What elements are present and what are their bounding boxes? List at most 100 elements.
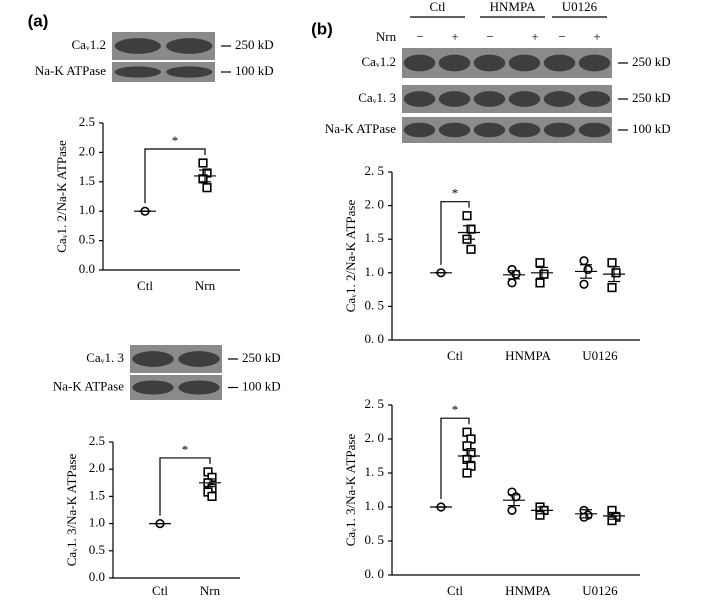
y-tick-label: 1. 0	[365, 498, 385, 513]
blot-band	[403, 54, 436, 72]
size-label: 100 kD	[632, 121, 671, 136]
blot-band	[132, 351, 174, 367]
x-tick-label: Ctl	[447, 583, 463, 598]
data-point	[466, 244, 476, 254]
condition-sign: −	[558, 29, 565, 44]
condition-sign: −	[486, 29, 493, 44]
x-tick-label: Nrn	[195, 278, 216, 293]
condition-sign: +	[451, 29, 458, 44]
blot-band	[473, 91, 506, 107]
panel-label: (a)	[28, 11, 49, 30]
x-tick-label: Ctl	[447, 348, 463, 363]
blot-label: Na-K ATPase	[53, 378, 124, 393]
blot-band	[508, 54, 541, 72]
y-tick-label: 2. 0	[365, 430, 385, 445]
y-tick-label: 0.5	[89, 542, 105, 557]
y-tick-label: 1. 5	[365, 464, 385, 479]
blot-band	[473, 122, 506, 138]
x-tick-label: HNMPA	[505, 348, 551, 363]
data-point	[207, 491, 217, 502]
significance-bracket	[440, 201, 470, 265]
x-tick-label: U0126	[582, 348, 618, 363]
blot-band	[473, 54, 506, 72]
blot-band	[543, 91, 576, 107]
panel-label: (b)	[311, 19, 333, 38]
blot-band	[508, 122, 541, 138]
data-point	[607, 282, 617, 293]
y-tick-label: 1.0	[89, 515, 105, 530]
data-point	[511, 492, 521, 502]
blot-band	[438, 122, 471, 138]
blot-label: Caᵥ1.2	[71, 37, 106, 52]
data-point	[462, 211, 472, 221]
data-point	[611, 268, 621, 278]
condition-sign: +	[531, 29, 538, 44]
blot-label: Na-K ATPase	[35, 63, 106, 78]
treatment-label: Ctl	[430, 0, 446, 14]
y-tick-label: 1.5	[89, 487, 105, 502]
data-point	[535, 510, 545, 520]
y-axis-label: Caᵥ1. 2/Na-K ATPase	[54, 140, 69, 253]
y-tick-label: 0.5	[79, 232, 95, 247]
blot-band	[578, 91, 611, 107]
x-tick-label: U0126	[582, 583, 618, 598]
blot-band	[543, 54, 576, 72]
y-tick-label: 1.0	[79, 202, 95, 217]
blot-band	[438, 91, 471, 107]
blot-band	[543, 122, 576, 138]
y-tick-label: 0. 0	[365, 331, 385, 346]
significance-bracket	[159, 457, 211, 516]
blot-label: Caᵥ1.2	[361, 54, 396, 69]
blot-band	[166, 66, 213, 78]
data-point	[579, 279, 589, 289]
condition-sign: +	[593, 29, 600, 44]
blot-band	[508, 91, 541, 107]
condition-sign: −	[416, 29, 423, 44]
data-point	[535, 278, 545, 288]
blot	[402, 48, 612, 78]
significance-label: *	[172, 133, 179, 148]
y-tick-label: 2.5	[89, 433, 105, 448]
y-tick-label: 2.0	[89, 460, 105, 475]
blot-band	[403, 91, 436, 107]
x-tick-label: HNMPA	[505, 583, 551, 598]
data-point	[202, 183, 212, 193]
y-tick-label: 0.0	[79, 261, 95, 276]
data-point	[579, 256, 589, 266]
data-point	[535, 258, 545, 268]
significance-bracket	[144, 148, 206, 204]
size-label: 250 kD	[632, 90, 671, 105]
data-point	[507, 505, 517, 516]
size-label: 250 kD	[235, 37, 274, 52]
blot-band	[114, 66, 161, 78]
y-tick-label: 0. 5	[365, 532, 385, 547]
data-point	[579, 512, 589, 522]
condition-label: Nrn	[376, 29, 397, 44]
data-point	[607, 515, 617, 526]
blot-band	[578, 122, 611, 138]
x-tick-label: Nrn	[200, 583, 221, 598]
blot-band	[578, 54, 611, 72]
y-tick-label: 2.0	[79, 143, 95, 158]
y-axis-label: Caᵥ1. 2/Na-K ATPase	[343, 200, 358, 313]
blot-label: Caᵥ1. 3	[358, 90, 396, 105]
blot-band	[114, 38, 161, 54]
x-tick-label: Ctl	[137, 278, 153, 293]
blot-band	[166, 38, 213, 54]
blot	[402, 85, 612, 113]
blot-band	[178, 351, 220, 367]
data-point	[507, 278, 517, 288]
blot-band	[403, 122, 436, 138]
y-tick-label: 1. 5	[365, 230, 385, 245]
y-tick-label: 0.0	[89, 569, 105, 584]
data-point	[583, 264, 593, 275]
significance-label: *	[452, 186, 459, 201]
y-tick-label: 2.5	[79, 114, 95, 129]
y-tick-label: 1. 0	[365, 264, 385, 279]
significance-bracket	[440, 417, 470, 499]
x-tick-label: Ctl	[152, 583, 168, 598]
blot	[402, 117, 612, 143]
y-tick-label: 2. 0	[365, 197, 385, 212]
blot-band	[132, 380, 174, 395]
